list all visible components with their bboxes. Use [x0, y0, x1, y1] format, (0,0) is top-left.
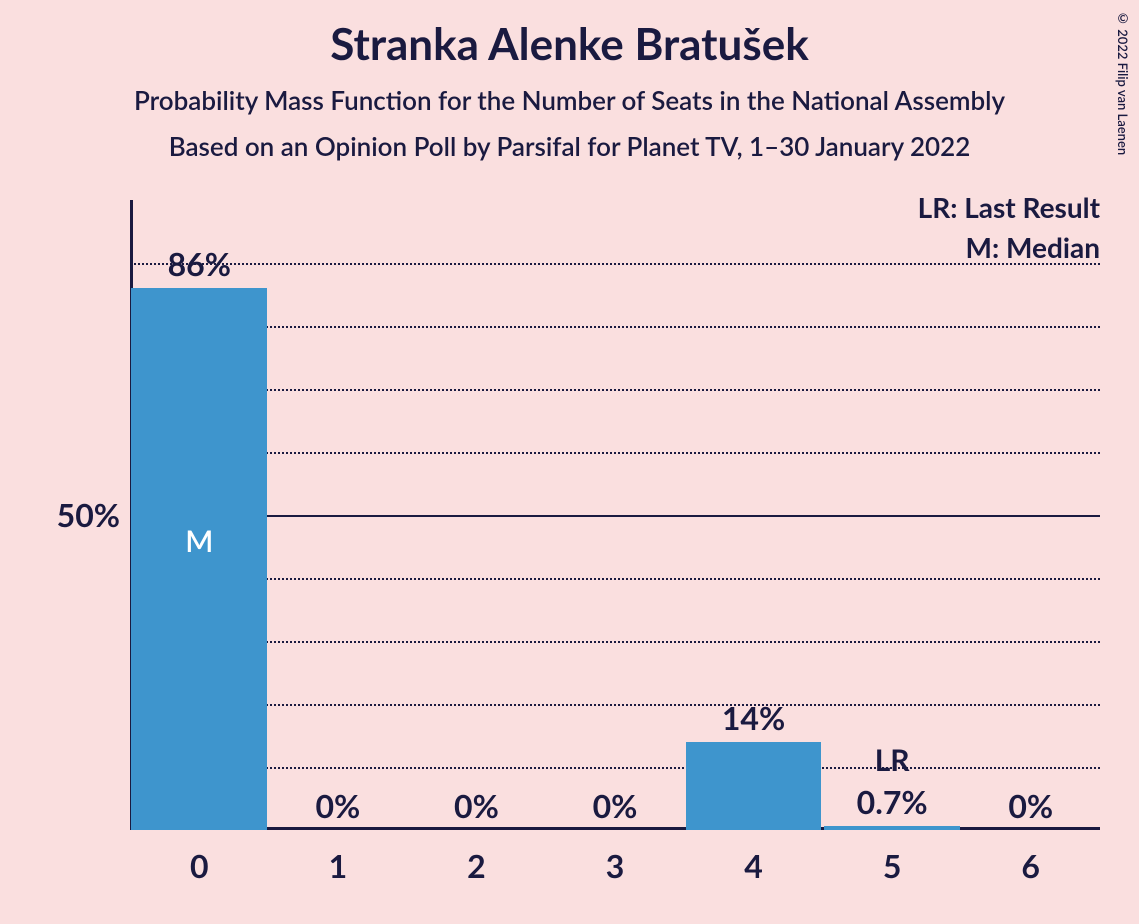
chart-subtitle-2: Based on an Opinion Poll by Parsifal for… — [0, 130, 1139, 162]
gridline — [130, 641, 1100, 643]
gridline — [130, 704, 1100, 706]
bar-value-label: 0% — [260, 786, 416, 825]
bar-value-label: 86% — [121, 244, 277, 283]
x-axis-tick-label: 2 — [409, 846, 545, 885]
chart-container: 86%M0%0%0%14%LR0.7%0% LR: Last Result M:… — [30, 200, 1110, 900]
gridline — [130, 389, 1100, 391]
gridline — [130, 326, 1100, 328]
bar-value-label: 14% — [676, 698, 832, 737]
bar — [131, 288, 267, 830]
bar-value-label: 0% — [953, 786, 1109, 825]
x-axis-tick-label: 5 — [824, 846, 960, 885]
x-axis-tick-label: 3 — [547, 846, 683, 885]
gridline-50 — [130, 515, 1100, 517]
x-axis-tick-label: 0 — [131, 846, 267, 885]
x-axis-tick-label: 1 — [270, 846, 406, 885]
copyright-text: © 2022 Filip van Laenen — [1115, 10, 1131, 155]
x-axis-tick-label: 4 — [686, 846, 822, 885]
last-result-marker: LR — [824, 742, 960, 778]
legend-m: M: Median — [966, 230, 1100, 264]
x-axis-tick-label: 6 — [963, 846, 1099, 885]
gridline — [130, 452, 1100, 454]
bar-value-label: 0% — [399, 786, 555, 825]
bar-value-label: 0.7% — [814, 782, 970, 821]
chart-title: Stranka Alenke Bratušek — [0, 0, 1139, 70]
median-marker: M — [131, 523, 267, 559]
bar-value-label: 0% — [537, 786, 693, 825]
y-axis-tick-label: 50% — [30, 495, 120, 534]
bar — [686, 742, 822, 830]
bar — [824, 826, 960, 830]
legend-lr: LR: Last Result — [918, 190, 1100, 224]
gridline — [130, 578, 1100, 580]
chart-subtitle-1: Probability Mass Function for the Number… — [0, 84, 1139, 116]
plot-area: 86%M0%0%0%14%LR0.7%0% — [130, 200, 1100, 830]
